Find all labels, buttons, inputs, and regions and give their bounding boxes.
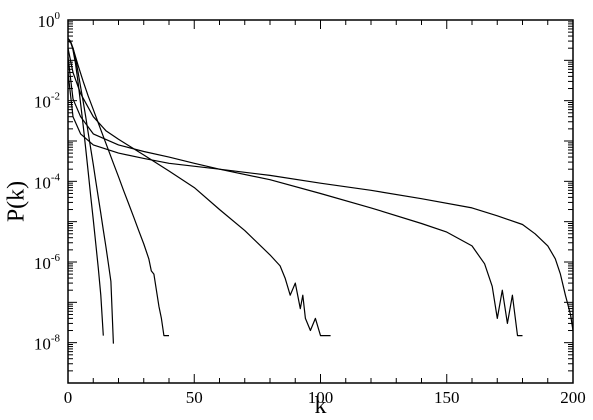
- y-tick-label: 10-8: [34, 333, 61, 354]
- y-tick-exponent: -4: [51, 171, 61, 183]
- series-line-5: [67, 57, 523, 337]
- series-line-6: [67, 72, 574, 331]
- y-tick-base: 10: [34, 335, 51, 354]
- x-tick-label: 100: [308, 388, 334, 407]
- y-tick-exponent: 0: [55, 10, 61, 22]
- x-tick-label: 50: [186, 388, 203, 407]
- series-line-1: [67, 37, 104, 336]
- y-tick-base: 10: [34, 254, 51, 273]
- x-tick-label: 150: [434, 388, 460, 407]
- y-tick-exponent: -8: [51, 333, 61, 345]
- y-tick-label: 10-6: [34, 252, 61, 273]
- y-tick-base: 10: [38, 12, 55, 31]
- y-axis-label: P(k): [4, 181, 30, 222]
- y-tick-label: 10-2: [34, 91, 60, 112]
- x-tick-label: 0: [64, 388, 73, 407]
- y-tick-label: 100: [38, 10, 61, 31]
- series-line-4: [67, 48, 331, 337]
- y-tick-base: 10: [34, 173, 51, 192]
- y-tick-base: 10: [34, 93, 51, 112]
- series-line-3: [67, 40, 169, 337]
- y-tick-exponent: -2: [51, 91, 60, 103]
- x-axis-label: k: [315, 393, 327, 415]
- y-tick-label: 10-4: [34, 171, 61, 192]
- y-tick-exponent: -6: [51, 252, 61, 264]
- x-tick-label: 200: [560, 388, 586, 407]
- series-layer: [67, 37, 574, 344]
- plot-frame: [67, 19, 574, 384]
